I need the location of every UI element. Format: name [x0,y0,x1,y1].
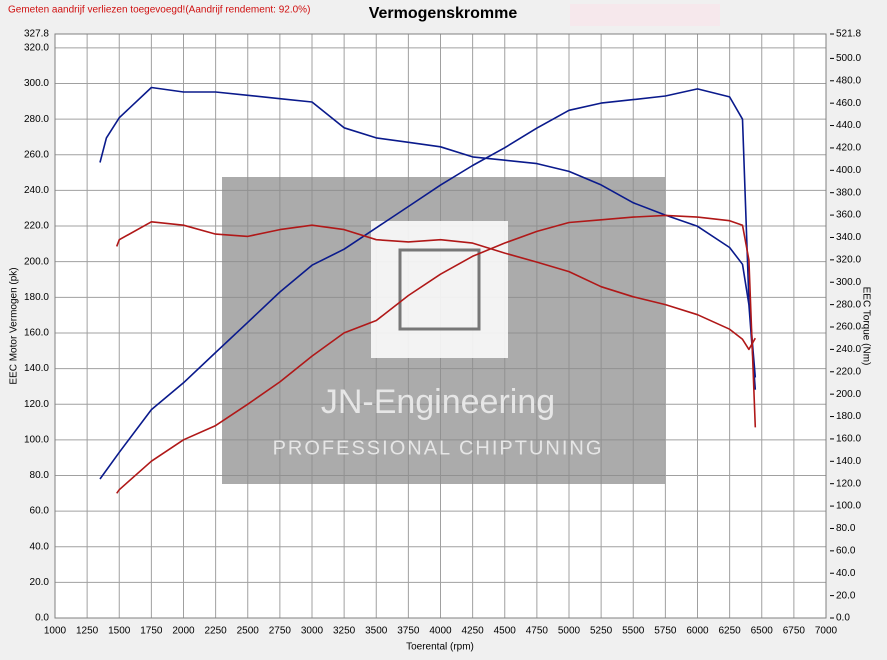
x-tick-label: 4250 [462,626,485,637]
y2-tick-label: 280.0 [836,299,861,310]
x-tick-label: 4500 [494,626,517,637]
y2-tick-label: 220.0 [836,366,861,377]
y-tick-label: 260.0 [24,149,49,160]
watermark-logo [371,221,508,358]
x-tick-label: 6000 [686,626,709,637]
y-tick-label: 240.0 [24,185,49,196]
y2-tick-label: 200.0 [836,389,861,400]
x-tick-label: 3750 [397,626,420,637]
x-tick-label: 1000 [44,626,67,637]
y2-tick-label: 400.0 [836,165,861,176]
y-tick-label: 120.0 [24,399,49,410]
y2-tick-label: 160.0 [836,434,861,445]
y2-tick-label: 180.0 [836,411,861,422]
y-tick-label: 80.0 [30,470,50,481]
y-tick-label: 140.0 [24,363,49,374]
watermark: JN-Engineering PROFESSIONAL CHIPTUNING [222,177,665,484]
x-tick-label: 1500 [108,626,131,637]
x-tick-label: 7000 [815,626,838,637]
y2-tick-label: 340.0 [836,232,861,243]
x-tick-label: 1750 [140,626,163,637]
y2-tick-label: 521.8 [836,29,861,40]
y-tick-label: 0.0 [35,613,49,624]
y2-tick-label: 500.0 [836,53,861,64]
y2-tick-label: 300.0 [836,277,861,288]
watermark-chip [398,248,481,331]
x-tick-label: 6500 [751,626,774,637]
x-tick-label: 3500 [365,626,388,637]
y2-tick-label: 420.0 [836,143,861,154]
y2-tick-label: 360.0 [836,210,861,221]
y-tick-label: 320.0 [24,43,49,54]
x-tick-label: 6750 [783,626,806,637]
y-tick-label: 200.0 [24,256,49,267]
x-tick-label: 6250 [719,626,742,637]
y2-tick-label: 260.0 [836,322,861,333]
y2-tick-label: 60.0 [836,545,856,556]
y2-tick-label: 120.0 [836,478,861,489]
y-axis-label: EEC Motor Vermogen (pk) [9,267,20,384]
x-tick-label: 2500 [237,626,260,637]
x-tick-label: 2000 [172,626,195,637]
series-line [116,214,757,494]
y2-tick-label: 320.0 [836,254,861,265]
y2-tick-label: 40.0 [836,568,856,579]
x-tick-label: 2250 [205,626,228,637]
y2-tick-label: 480.0 [836,75,861,86]
chart-title: Vermogenskromme [369,5,518,22]
y-tick-label: 220.0 [24,221,49,232]
x-tick-label: 5000 [558,626,581,637]
x-tick-label: 2750 [269,626,292,637]
series-line [99,86,757,390]
x-tick-label: 5250 [590,626,613,637]
series-line [99,88,757,480]
x-tick-label: 5750 [654,626,677,637]
y-tick-label: 160.0 [24,328,49,339]
y2-tick-label: 440.0 [836,120,861,131]
y-tick-label: 180.0 [24,292,49,303]
y-tick-label: 300.0 [24,78,49,89]
y-tick-label: 280.0 [24,114,49,125]
x-tick-label: 3250 [333,626,356,637]
y2-tick-label: 20.0 [836,590,856,601]
series-line [115,221,756,351]
y2-tick-label: 100.0 [836,501,861,512]
y-tick-label: 20.0 [30,577,50,588]
x-tick-label: 4750 [526,626,549,637]
x-tick-label: 3000 [301,626,324,637]
note: Gemeten aandrijf verliezen toegevoegd!(A… [8,5,310,16]
y2-tick-label: 240.0 [836,344,861,355]
y2-tick-label: 140.0 [836,456,861,467]
x-tick-label: 5500 [622,626,645,637]
watermark-title: JN-Engineering [321,383,555,421]
x-tick-label: 4000 [429,626,452,637]
y-tick-label: 327.8 [24,29,49,40]
y2-tick-label: 380.0 [836,187,861,198]
y-tick-label: 100.0 [24,434,49,445]
y-tick-label: 40.0 [30,541,50,552]
x-tick-label: 1250 [76,626,99,637]
y-tick-label: 60.0 [30,506,50,517]
y2-axis-label: EEC Torque (Nm) [860,287,871,366]
plot-border [54,33,827,619]
y2-tick-label: 0.0 [836,613,850,624]
header-box [570,4,720,26]
x-axis-label: Toerental (rpm) [406,642,474,653]
watermark-subtitle: PROFESSIONAL CHIPTUNING [273,437,604,459]
y2-tick-label: 80.0 [836,523,856,534]
y2-tick-label: 460.0 [836,98,861,109]
